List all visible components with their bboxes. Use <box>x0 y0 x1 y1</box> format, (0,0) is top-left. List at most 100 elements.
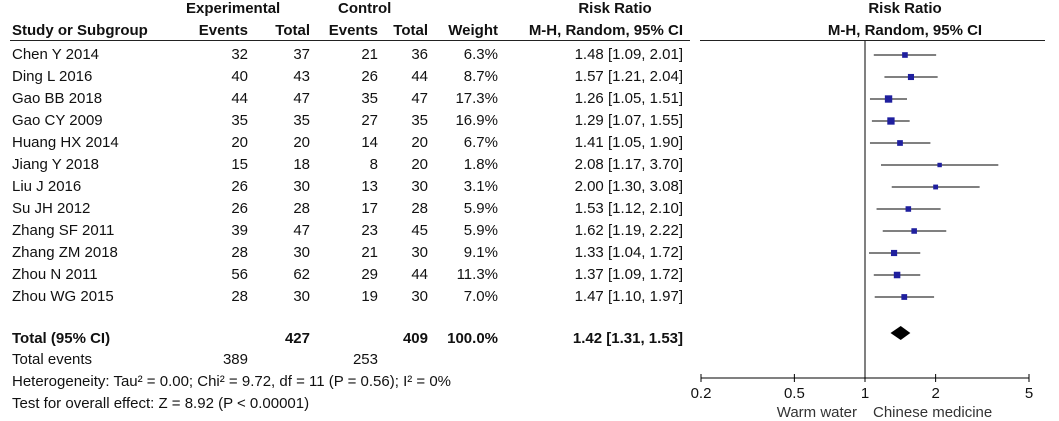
effect-square <box>897 140 903 146</box>
effect-square <box>902 52 908 58</box>
header-study: Study or Subgroup <box>12 22 148 39</box>
total-control: 28 <box>411 200 428 217</box>
events-experimental: 20 <box>231 134 248 151</box>
events-experimental: 44 <box>231 90 248 107</box>
risk-ratio-ci: 1.29 [1.07, 1.55] <box>574 112 683 129</box>
total-experimental: 427 <box>284 330 310 347</box>
header-total-experimental: Total <box>275 22 310 39</box>
weight: 9.1% <box>463 244 498 261</box>
events-control: 26 <box>361 68 378 85</box>
total-experimental: 43 <box>293 68 310 85</box>
risk-ratio-ci: 1.26 [1.05, 1.51] <box>574 90 683 107</box>
events-experimental: 26 <box>231 200 248 217</box>
study-name: Chen Y 2014 <box>12 46 100 63</box>
events-control: 29 <box>361 266 378 283</box>
table-row: Jiang Y 2018 15 18 8 20 1.8% 2.08 [1.17, 3.70] <box>0 154 690 176</box>
events-control: 8 <box>369 156 378 173</box>
effect-square <box>887 117 895 125</box>
total-experimental: 30 <box>293 288 310 305</box>
events-experimental: 28 <box>231 288 248 305</box>
header-experimental: Experimental <box>186 0 281 17</box>
total-control: 30 <box>411 288 428 305</box>
effect-square <box>937 162 942 168</box>
header-weight: Weight <box>448 22 498 39</box>
table-row: Zhang SF 2011 39 47 23 45 5.9% 1.62 [1.19, 2.2… <box>0 220 690 242</box>
weight: 1.8% <box>463 156 498 173</box>
events-experimental: 15 <box>231 156 248 173</box>
events-experimental: 56 <box>231 266 248 283</box>
risk-ratio-ci: 1.37 [1.09, 1.72] <box>574 266 683 283</box>
events-control: 17 <box>361 200 378 217</box>
total-control: 30 <box>411 178 428 195</box>
risk-ratio-ci: 1.62 [1.19, 2.22] <box>574 222 683 239</box>
risk-ratio-ci: 1.48 [1.09, 2.01] <box>574 46 683 63</box>
events-control: 23 <box>361 222 378 239</box>
study-name: Gao CY 2009 <box>12 112 103 129</box>
events-control: 35 <box>361 90 378 107</box>
total-experimental: 30 <box>293 244 310 261</box>
study-name: Su JH 2012 <box>12 200 91 217</box>
header-rule <box>10 40 690 41</box>
total-control: 36 <box>411 46 428 63</box>
total-experimental: 35 <box>293 112 310 129</box>
events-control: 27 <box>361 112 378 129</box>
total-control: 20 <box>411 156 428 173</box>
total-events-label: Total events <box>12 351 93 368</box>
risk-ratio-ci: 2.08 [1.17, 3.70] <box>574 156 683 173</box>
x-tick-label: 5 <box>1025 385 1033 402</box>
events-experimental: 26 <box>231 178 248 195</box>
total-label: Total (95% CI) <box>12 330 111 347</box>
total-control: 44 <box>411 68 428 85</box>
study-name: Ding L 2016 <box>12 68 93 85</box>
total-ci: 1.42 [1.31, 1.53] <box>572 330 683 347</box>
risk-ratio-ci: 1.33 [1.04, 1.72] <box>574 244 683 261</box>
table-row: Ding L 2016 40 43 26 44 8.7% 1.57 [1.21, 2.04] <box>0 66 690 88</box>
total-experimental: 28 <box>293 200 310 217</box>
effect-square <box>890 249 898 257</box>
total-experimental: 20 <box>293 134 310 151</box>
effect-square <box>884 95 893 103</box>
header-risk-ratio: Risk Ratio <box>578 0 652 17</box>
weight: 6.3% <box>463 46 498 63</box>
header-events-control: Events <box>328 22 378 39</box>
total-experimental: 30 <box>293 178 310 195</box>
total-control: 44 <box>411 266 428 283</box>
header-control: Control <box>338 0 392 17</box>
header-rule-plot <box>700 40 1045 41</box>
risk-ratio-ci: 1.41 [1.05, 1.90] <box>574 134 683 151</box>
effect-square <box>901 294 908 300</box>
weight: 3.1% <box>463 178 498 195</box>
effect-square <box>907 73 915 81</box>
header-events-experimental: Events <box>198 22 248 39</box>
weight: 17.3% <box>455 90 498 107</box>
events-experimental: 40 <box>231 68 248 85</box>
header-method-plot: M-H, Random, 95% CI <box>827 22 983 39</box>
weight: 7.0% <box>463 288 498 305</box>
favours-right-label: Chinese medicine <box>873 404 992 421</box>
effect-square <box>911 228 917 234</box>
total-experimental: 18 <box>293 156 310 173</box>
total-control: 30 <box>411 244 428 261</box>
events-control: 19 <box>361 288 378 305</box>
weight: 8.7% <box>463 68 498 85</box>
study-name: Zhang ZM 2018 <box>12 244 118 261</box>
study-name: Zhou WG 2015 <box>12 288 114 305</box>
total-events-control: 253 <box>352 351 378 368</box>
header-total-control: Total <box>393 22 428 39</box>
table-row: Huang HX 2014 20 20 14 20 6.7% 1.41 [1.05, 1.9… <box>0 132 690 154</box>
heterogeneity-text: Heterogeneity: Tau² = 0.00; Chi² = 9.72,… <box>12 373 452 390</box>
total-control: 45 <box>411 222 428 239</box>
pooled-diamond <box>890 326 911 340</box>
favours-left-label: Warm water <box>777 404 857 421</box>
table-row: Chen Y 2014 32 37 21 36 6.3% 1.48 [1.09, 2.01] <box>0 44 690 66</box>
total-experimental: 47 <box>293 90 310 107</box>
weight: 11.3% <box>456 266 498 283</box>
table-row: Zhou N 2011 56 62 29 44 11.3% 1.37 [1.09, 1.72… <box>0 264 690 286</box>
events-experimental: 39 <box>231 222 248 239</box>
total-events-experimental: 389 <box>222 351 248 368</box>
study-name: Huang HX 2014 <box>12 134 119 151</box>
events-control: 21 <box>361 46 378 63</box>
table-row: Liu J 2016 26 30 13 30 3.1% 2.00 [1.30, 3.08] <box>0 176 690 198</box>
header-method: M-H, Random, 95% CI <box>528 22 683 39</box>
